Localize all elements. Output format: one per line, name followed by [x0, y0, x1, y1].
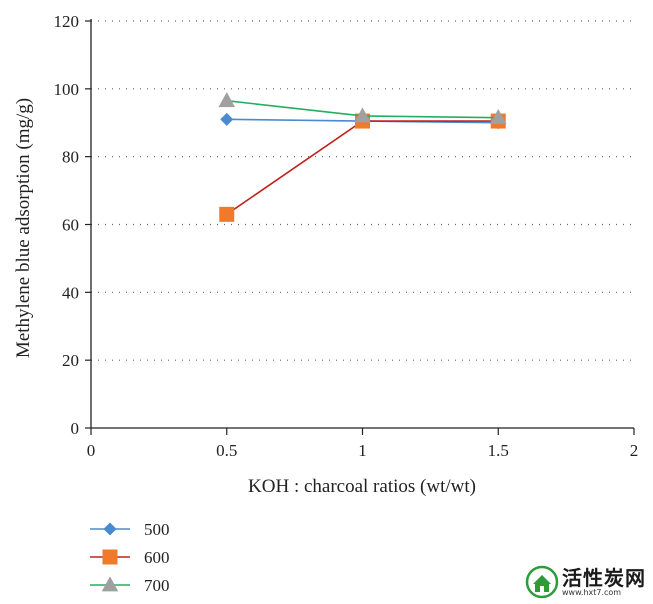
legend-marker: [102, 549, 118, 565]
series-line-600: [226, 120, 499, 215]
x-tick-label: 0.5: [216, 441, 237, 460]
series-600: [219, 113, 506, 222]
data-point-700: [218, 92, 235, 108]
legend-item-700: 700: [90, 576, 170, 595]
legend-marker: [101, 576, 119, 592]
legend-label: 600: [144, 548, 170, 567]
data-point-600: [219, 206, 235, 222]
data-point-700: [354, 107, 371, 123]
legend-item-600: 600: [90, 548, 170, 567]
data-point-500: [220, 112, 234, 126]
legend-label: 700: [144, 576, 170, 595]
y-tick-labels: 0 20 40 60 80 100 120: [54, 12, 80, 438]
watermark: 活性炭网 www.hxt7.com: [524, 562, 652, 602]
y-tick-label: 60: [62, 216, 79, 235]
house-leaf-logo-icon: [525, 565, 559, 599]
y-axis-label: Methylene blue adsorption (mg/g): [13, 98, 34, 358]
grid-lines: [91, 20, 634, 361]
x-tick-label: 1.5: [488, 441, 509, 460]
x-tick-label: 1: [358, 441, 367, 460]
x-tick-label: 2: [630, 441, 639, 460]
x-tick-labels: 0 0.5 1 1.5 2: [87, 441, 639, 460]
legend-item-500: 500: [90, 520, 170, 539]
axes: [85, 19, 635, 435]
y-tick-label: 40: [62, 283, 79, 302]
y-tick-label: 20: [62, 351, 79, 370]
series-700: [218, 92, 507, 125]
legend-label: 500: [144, 520, 170, 539]
x-axis-label: KOH : charcoal ratios (wt/wt): [248, 476, 476, 497]
y-tick-label: 80: [62, 148, 79, 167]
data-point-700: [490, 109, 507, 125]
legend: 500 600 700: [90, 520, 170, 595]
y-tick-label: 120: [54, 12, 80, 31]
x-tick-label: 0: [87, 441, 96, 460]
y-tick-label: 0: [71, 419, 80, 438]
legend-marker: [103, 522, 117, 536]
y-tick-label: 100: [54, 80, 80, 99]
watermark-title: 活性炭网: [562, 566, 646, 590]
watermark-url: www.hxt7.com: [562, 588, 622, 597]
data-series: [218, 92, 507, 222]
